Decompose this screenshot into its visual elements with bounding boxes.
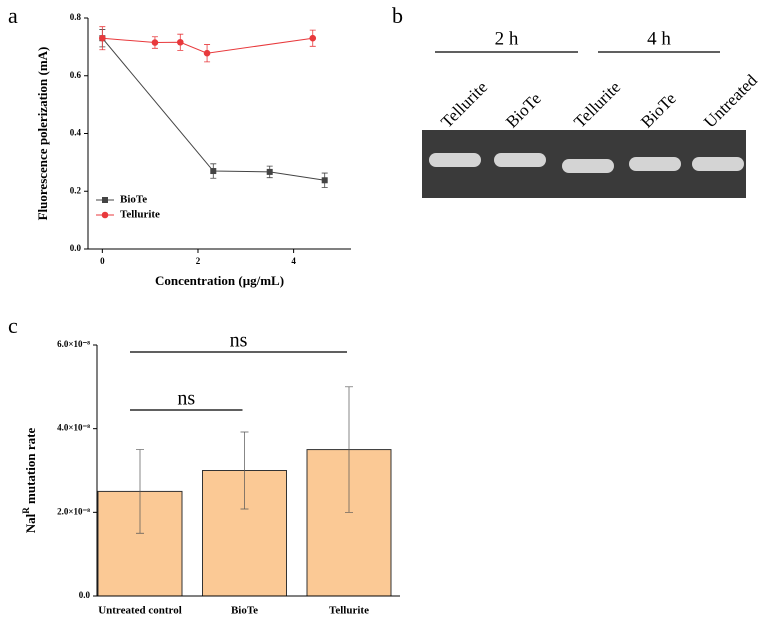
marker	[203, 49, 211, 57]
bar	[202, 470, 287, 597]
x-tick-label: BioTe	[231, 605, 258, 617]
marker	[99, 34, 106, 42]
lane-label: Tellurite	[437, 78, 491, 132]
lane-label: Untreated	[700, 70, 761, 131]
band	[629, 157, 681, 171]
marker	[321, 177, 328, 184]
series-line	[101, 37, 325, 181]
panel-label: b	[392, 3, 403, 28]
x-tick-label: Tellurite	[329, 605, 369, 617]
error-bar	[345, 386, 353, 513]
lane-label: BioTe	[637, 89, 680, 132]
band	[429, 153, 481, 167]
x-tick-label: Untreated control	[98, 605, 182, 617]
y-axis-label: NalR mutation rate	[21, 428, 38, 534]
significance-label: ns	[177, 388, 195, 410]
group-label: 4 h	[647, 28, 671, 49]
y-tick-label: 0.4	[70, 128, 82, 138]
legend-marker	[102, 197, 108, 203]
panel-label: c	[8, 313, 18, 338]
y-tick-label: 2.0×10⁻⁸	[57, 506, 90, 516]
marker	[266, 168, 273, 175]
marker	[309, 34, 317, 42]
y-tick-label: 0.6	[70, 70, 82, 80]
significance-label: ns	[230, 330, 248, 352]
legend-marker	[101, 211, 109, 219]
y-axis-label: Fluorescence polerization (mA)	[35, 47, 50, 221]
marker	[210, 168, 217, 175]
y-tick-label: 0.2	[70, 185, 82, 195]
y-tick-label: 0.0	[70, 243, 82, 253]
legend-label: Tellurite	[120, 209, 160, 221]
y-tick-label: 6.0×10⁻⁸	[57, 339, 90, 349]
marker	[176, 38, 184, 46]
band	[562, 159, 614, 173]
band	[692, 157, 744, 171]
y-label-rest: mutation rate	[23, 428, 38, 508]
x-axis-label: Concentration (μg/mL)	[155, 273, 284, 288]
x-tick-label: 0	[100, 256, 105, 266]
y-tick-label: 0.0	[79, 590, 91, 600]
error-bar	[136, 449, 144, 534]
panel-label: a	[8, 3, 18, 28]
band	[494, 153, 546, 167]
legend-label: BioTe	[120, 194, 147, 206]
group-label: 2 h	[495, 28, 519, 49]
y-tick-label: 0.8	[70, 12, 82, 22]
y-tick-label: 4.0×10⁻⁸	[57, 423, 90, 433]
y-label-base: Nal	[23, 513, 38, 533]
marker	[151, 39, 159, 46]
lane-label: BioTe	[502, 89, 545, 132]
lane-label: Tellurite	[570, 78, 624, 132]
y-label-sup: R	[21, 507, 31, 514]
x-tick-label: 4	[291, 256, 296, 266]
x-tick-label: 2	[196, 256, 201, 266]
error-bar	[240, 431, 249, 510]
